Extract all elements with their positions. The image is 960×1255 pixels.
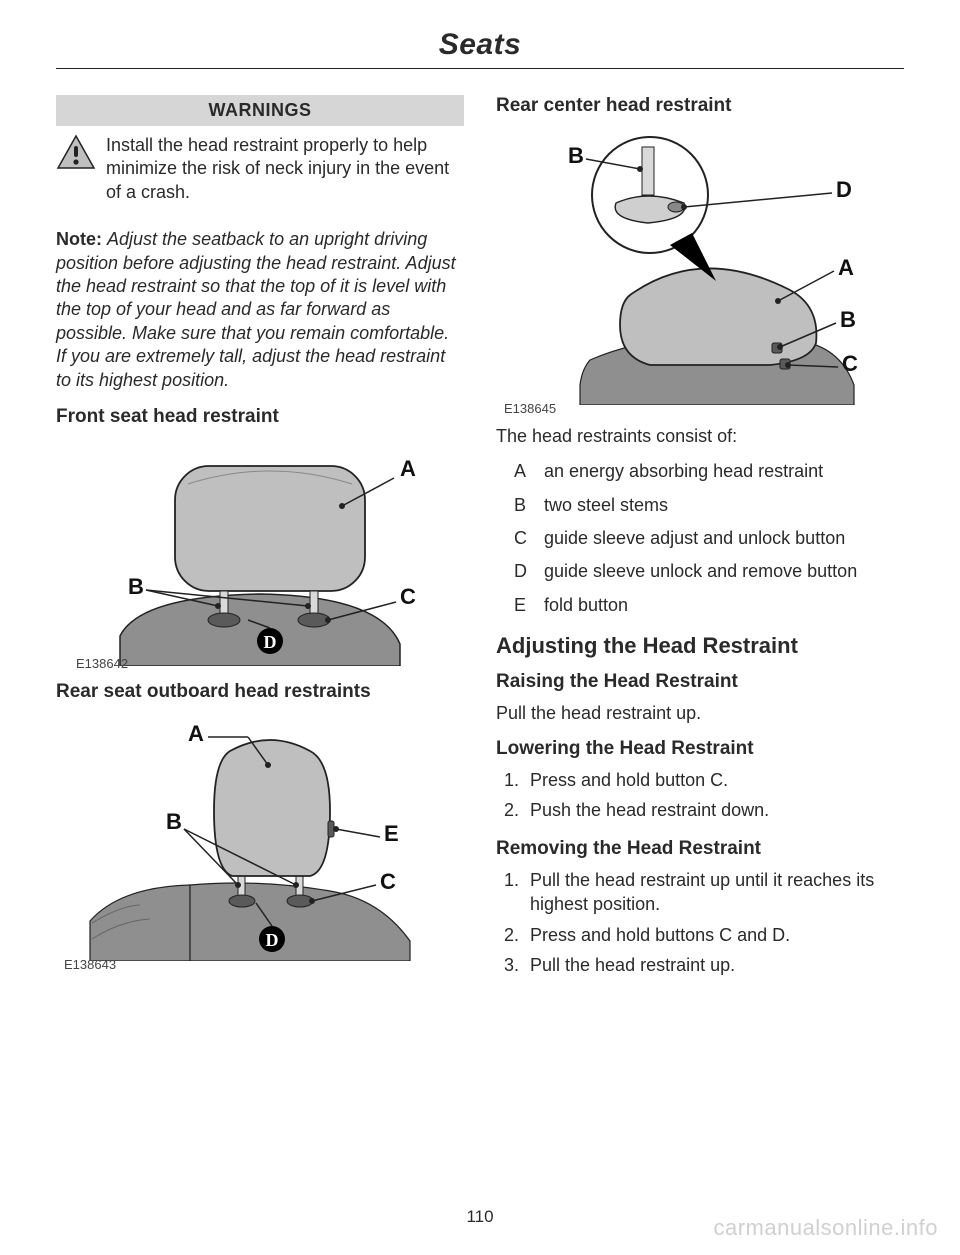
def-val: two steel stems <box>544 494 668 517</box>
list-item: Pull the head restraint up until it reac… <box>524 868 904 917</box>
figure-rear-center: B D A B C E138645 <box>496 125 904 416</box>
svg-text:B: B <box>128 574 144 599</box>
def-row: Dguide sleeve unlock and remove button <box>496 560 904 583</box>
heading-front-seat: Front seat head restraint <box>56 406 464 428</box>
list-item: Press and hold buttons C and D. <box>524 923 904 947</box>
def-key: E <box>496 594 524 617</box>
svg-text:C: C <box>842 351 858 376</box>
figure-id-3: E138645 <box>504 401 556 416</box>
svg-text:B: B <box>568 143 584 168</box>
figure-rear-outboard: D A B E C E <box>56 711 464 972</box>
def-val: an energy absorbing head restraint <box>544 460 823 483</box>
def-row: Efold button <box>496 594 904 617</box>
left-column: WARNINGS Install the head restraint prop… <box>56 95 464 993</box>
def-val: fold button <box>544 594 628 617</box>
figure-front-seat: D A B C <box>56 436 464 666</box>
content-columns: WARNINGS Install the head restraint prop… <box>56 95 904 993</box>
consist-intro: The head restraints consist of: <box>496 424 904 448</box>
lowering-steps: Press and hold button C. Push the head r… <box>524 768 904 823</box>
list-item: Press and hold button C. <box>524 768 904 792</box>
definition-list: Aan energy absorbing head restraint Btwo… <box>496 460 904 617</box>
page-title: Seats <box>56 28 904 62</box>
svg-text:C: C <box>380 869 396 894</box>
heading-lowering: Lowering the Head Restraint <box>496 738 904 760</box>
list-item: Push the head restraint down. <box>524 798 904 822</box>
removing-steps: Pull the head restraint up until it reac… <box>524 868 904 977</box>
figure-id-2: E138643 <box>64 957 116 972</box>
def-row: Aan energy absorbing head restraint <box>496 460 904 483</box>
def-val: guide sleeve adjust and unlock button <box>544 527 845 550</box>
def-key: D <box>496 560 524 583</box>
svg-text:A: A <box>400 456 416 481</box>
list-item: Pull the head restraint up. <box>524 953 904 977</box>
heading-rear-center: Rear center head restraint <box>496 95 904 117</box>
raising-text: Pull the head restraint up. <box>496 701 904 725</box>
heading-raising: Raising the Head Restraint <box>496 671 904 693</box>
warnings-header: WARNINGS <box>56 95 464 126</box>
watermark: carmanualsonline.info <box>713 1215 938 1241</box>
svg-text:C: C <box>400 584 416 609</box>
def-key: A <box>496 460 524 483</box>
title-rule <box>56 68 904 69</box>
right-column: Rear center head restraint B <box>496 95 904 993</box>
svg-text:D: D <box>266 930 279 950</box>
warning-block: Install the head restraint properly to h… <box>56 134 464 204</box>
note-label: Note: <box>56 229 102 249</box>
svg-text:A: A <box>188 721 204 746</box>
svg-text:D: D <box>836 177 852 202</box>
warning-icon <box>56 134 96 204</box>
heading-adjusting: Adjusting the Head Restraint <box>496 633 904 659</box>
def-row: Cguide sleeve adjust and unlock button <box>496 527 904 550</box>
def-key: C <box>496 527 524 550</box>
def-val: guide sleeve unlock and remove button <box>544 560 857 583</box>
svg-text:A: A <box>838 255 854 280</box>
svg-text:B: B <box>166 809 182 834</box>
def-row: Btwo steel stems <box>496 494 904 517</box>
note-paragraph: Note: Adjust the seatback to an upright … <box>56 228 464 392</box>
heading-rear-outboard: Rear seat outboard head restraints <box>56 681 464 703</box>
note-body: Adjust the seatback to an upright drivin… <box>56 229 456 389</box>
warning-text: Install the head restraint properly to h… <box>106 134 464 204</box>
svg-text:D: D <box>264 632 277 652</box>
svg-text:E: E <box>384 821 399 846</box>
def-key: B <box>496 494 524 517</box>
heading-removing: Removing the Head Restraint <box>496 838 904 860</box>
svg-text:B: B <box>840 307 856 332</box>
